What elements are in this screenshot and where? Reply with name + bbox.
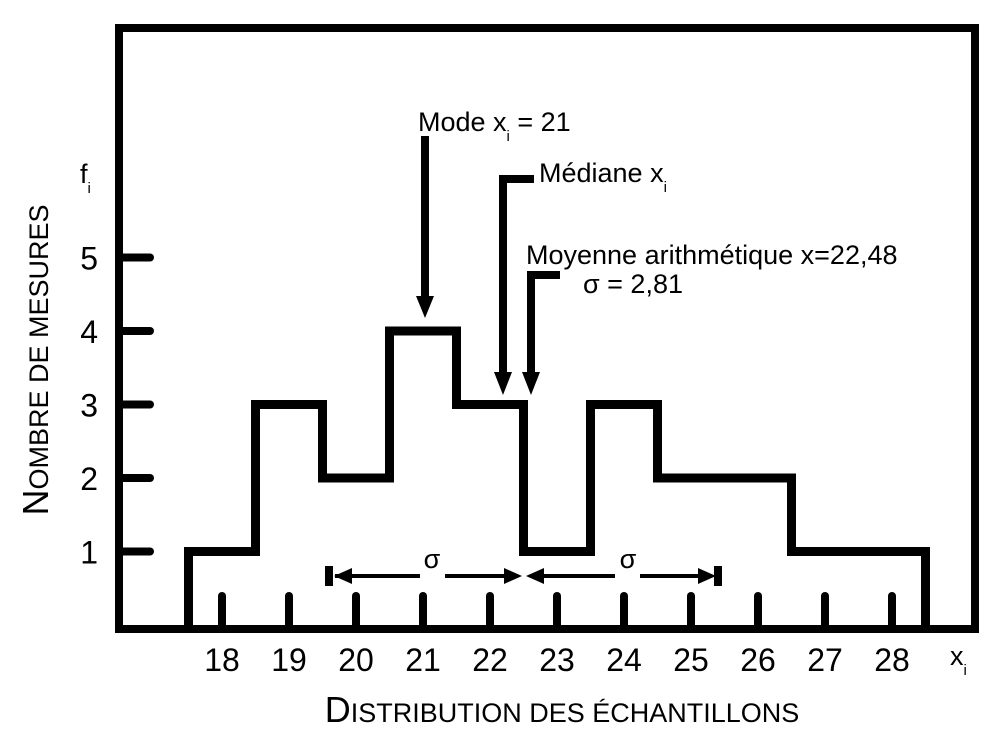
median-label: Médiane xi [539, 158, 667, 196]
median-arrow-shaft [499, 175, 534, 372]
y-tick-label: 1 [80, 535, 98, 571]
x-tick-label: 20 [338, 642, 374, 678]
y-symbol: fi [80, 159, 91, 197]
sigma-right-arrow-head-right [698, 568, 716, 584]
x-tick-label: 23 [539, 642, 575, 678]
mode-label: Mode xi = 21 [418, 107, 571, 145]
y-tick-label: 3 [80, 388, 98, 424]
sigma-left-arrow-head-left [334, 568, 352, 584]
x-axis-title: DISTRIBUTION DES ÉCHANTILLONS [325, 689, 800, 730]
sigma-right-arrow-head-left [526, 568, 544, 584]
sigma-right-end-bar [714, 566, 722, 586]
sigma-value-label: σ = 2,81 [583, 269, 683, 299]
median-arrow-head [494, 372, 512, 395]
x-tick-label: 19 [271, 642, 307, 678]
mode-arrow-head [416, 296, 434, 318]
x-tick-label: 24 [606, 642, 642, 678]
sigma-left-end-bar [325, 566, 333, 586]
histogram-outline [184, 326, 930, 625]
x-tick-label: 18 [204, 642, 240, 678]
sigma-left-symbol: σ [424, 544, 441, 574]
y-axis-title: NOMBRE DE MESURES [15, 204, 56, 515]
x-tick-label: 27 [807, 642, 843, 678]
sigma-left-arrow-head-right [504, 568, 522, 584]
x-tick-label: 26 [740, 642, 776, 678]
x-tick-label: 21 [405, 642, 441, 678]
y-tick-label: 2 [80, 461, 98, 497]
sigma-right-symbol: σ [620, 544, 637, 574]
y-tick-label: 5 [80, 241, 98, 277]
x-tick-label: 22 [472, 642, 508, 678]
mean-label: Moyenne arithmétique x=22,48 [526, 240, 898, 270]
x-tick-label: 28 [874, 642, 910, 678]
mean-arrow-head [522, 372, 540, 395]
mean-arrow-shaft [527, 271, 560, 373]
x-tick-label: 25 [673, 642, 709, 678]
x-symbol: xi [950, 641, 967, 679]
y-tick-label: 4 [80, 314, 98, 350]
